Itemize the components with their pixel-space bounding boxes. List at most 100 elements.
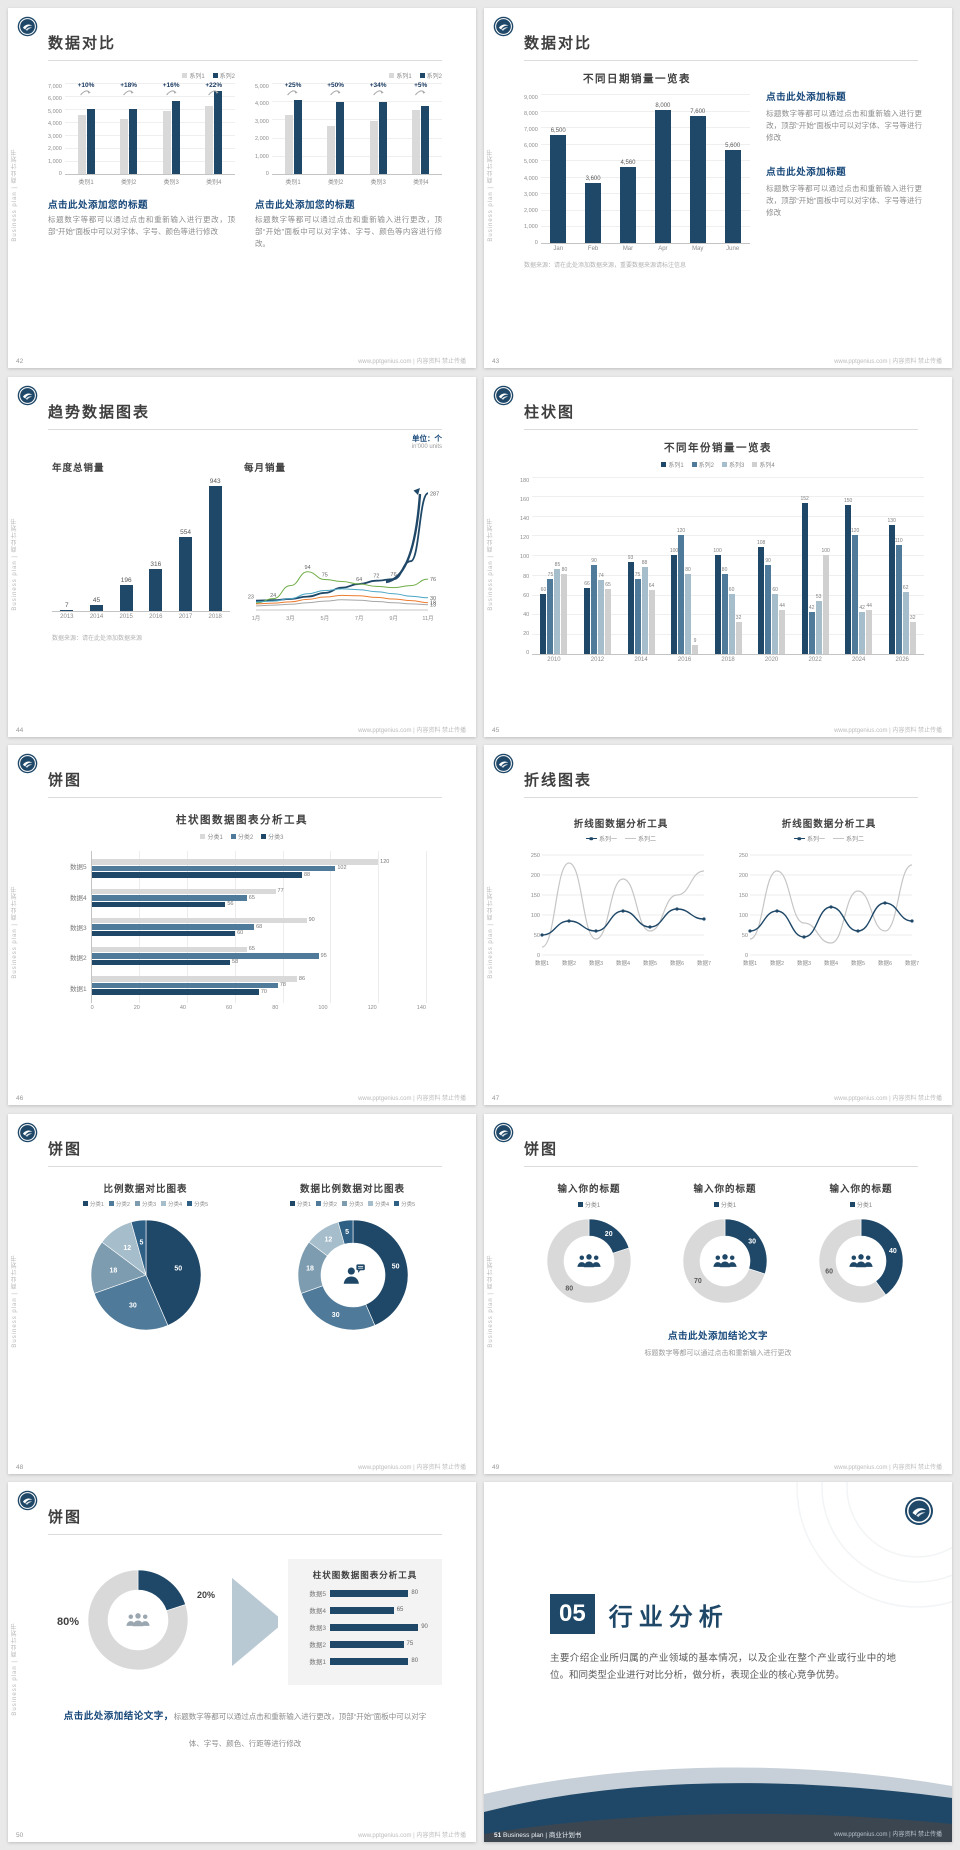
svg-text:20: 20 bbox=[605, 1231, 613, 1238]
text-block: 点击此处添加标题 标题数字等都可以通过点击和重新输入进行更改，顶部“开始”面板中… bbox=[766, 87, 922, 144]
bar-group: 90 68 60 bbox=[91, 917, 426, 937]
grouped-bar-chart: 180 160 140 120 100 80 60 40 20 0 60 75 85 80 66 90 74 65… bbox=[520, 476, 924, 663]
bar: 554 bbox=[179, 529, 193, 611]
legend-item: 系列2 bbox=[212, 71, 235, 80]
section-description: 主要介绍企业所归属的产业领域的基本情况，以及企业在整个产业或行业中的地位。和同类… bbox=[550, 1653, 896, 1682]
panel-title: 柱状图数据图表分析工具 bbox=[312, 1570, 418, 1580]
bar: 32 bbox=[909, 615, 916, 654]
bar-group: +18% bbox=[107, 82, 150, 174]
svg-text:100: 100 bbox=[531, 913, 540, 919]
chart-legend: 分类1 分类2 分类3 分类4 分类5 bbox=[52, 1200, 239, 1208]
svg-text:数据2: 数据2 bbox=[770, 959, 784, 967]
bar: 32 bbox=[735, 615, 742, 654]
category-label: 数据5 bbox=[70, 864, 87, 872]
slide-45[interactable]: Business plan | 商业计划书 柱状图 不同年份销量一览表 系列1 系… bbox=[484, 376, 952, 737]
bar: 80 bbox=[685, 567, 692, 654]
footer-site: www.pptgenius.com | 内容资料 禁止传播 bbox=[834, 359, 942, 365]
sidebar-vertical-text: Business plan | 商业计划书 bbox=[12, 1254, 18, 1348]
page-number: 49 bbox=[492, 1463, 500, 1471]
slide-49[interactable]: Business plan | 商业计划书 饼图 输入你的标题 分类1 20 80… bbox=[484, 1113, 952, 1474]
legend-item: 分类4 bbox=[161, 1200, 182, 1208]
svg-text:数据2: 数据2 bbox=[562, 959, 576, 967]
bar bbox=[330, 1640, 404, 1648]
bar-chart: 7 45 196 316 554 943 2013 2014 2015 2016 2017 2018 bbox=[52, 478, 230, 620]
bar-group: 93 75 88 64 bbox=[619, 477, 663, 654]
chart-title: 折线图数据分析工具 bbox=[781, 819, 877, 830]
legend-item: 系列2 bbox=[691, 460, 714, 469]
chart-panel: 不同日期销量一览表 9,000 8,000 7,000 6,000 5,000 4,000… bbox=[524, 71, 751, 269]
footer-site: www.pptgenius.com | 内容资料 禁止传播 bbox=[358, 1833, 466, 1839]
category-label: 数据3 bbox=[70, 924, 87, 932]
bar-group: +16% bbox=[150, 82, 193, 174]
bar: 150 bbox=[844, 498, 852, 654]
slide-title: 趋势数据图表 bbox=[48, 403, 151, 421]
chart-panel: 系列1 系列2 7,000 6,000 5,000 4,000 3,000 2,000 1,0… bbox=[48, 71, 235, 250]
bar: 100 bbox=[670, 548, 678, 654]
bar-group: 100 80 60 32 bbox=[706, 477, 750, 654]
footer-site: www.pptgenius.com | 内容资料 禁止传播 bbox=[834, 727, 942, 734]
slide-51-section-divider[interactable]: 05 行业分析 主要介绍企业所归属的产业领域的基本情况，以及企业在整个产业或行业… bbox=[484, 1482, 952, 1842]
svg-text:11月: 11月 bbox=[422, 615, 433, 622]
bar bbox=[293, 100, 302, 174]
brand-logo-icon bbox=[904, 1496, 934, 1526]
svg-text:30: 30 bbox=[430, 595, 436, 601]
svg-text:5: 5 bbox=[345, 1229, 349, 1236]
brand-logo-icon bbox=[17, 1490, 38, 1511]
slide-title: 饼图 bbox=[48, 1509, 83, 1526]
page-number: 45 bbox=[492, 726, 500, 734]
svg-text:3月: 3月 bbox=[286, 615, 295, 622]
data-source-note: 数据来源：请在此处添加数据来源 bbox=[52, 635, 143, 642]
page-number: 44 bbox=[16, 726, 24, 734]
brand-logo-icon bbox=[493, 753, 514, 774]
chart-legend: 分类1 分类2 分类3 bbox=[8, 832, 476, 841]
chart-panel: 输入你的标题 分类1 30 70 bbox=[664, 1181, 786, 1312]
bar: 64 bbox=[648, 583, 655, 654]
bar bbox=[412, 109, 421, 174]
bar-row: 数据2 75 bbox=[309, 1640, 414, 1649]
bar: 44 bbox=[779, 603, 786, 654]
bar: 152 bbox=[800, 496, 809, 654]
bar: 7 bbox=[60, 601, 74, 611]
section-number: 05 bbox=[550, 1594, 595, 1634]
bar: 53 bbox=[815, 594, 822, 654]
legend-item: 分类1 bbox=[577, 1200, 600, 1209]
slide-43[interactable]: Business plan | 商业计划书 数据对比 不同日期销量一览表 9,0… bbox=[484, 8, 952, 368]
slide-50[interactable]: Business plan | 商业计划书 饼图 80% 20% 柱状图数据图表… bbox=[8, 1482, 476, 1842]
bar: 74 bbox=[597, 573, 604, 654]
svg-text:250: 250 bbox=[531, 853, 540, 859]
bar: 70 bbox=[91, 989, 267, 995]
bar: 100 bbox=[821, 548, 830, 654]
page-number: 46 bbox=[16, 1095, 24, 1102]
slide-44[interactable]: Business plan | 商业计划书 趋势数据图表 单位：个 in'000… bbox=[8, 376, 476, 737]
bar: 6,500 bbox=[550, 128, 567, 243]
bar-group: +22% bbox=[192, 82, 235, 174]
bar: 60 bbox=[540, 587, 547, 654]
bar: 100 bbox=[713, 548, 722, 654]
bar-row: 数据4 65 bbox=[309, 1606, 404, 1615]
slide-title: 数据对比 bbox=[48, 35, 117, 52]
bar bbox=[120, 118, 129, 174]
bar-row: 数据1 80 bbox=[309, 1657, 419, 1666]
slide-47[interactable]: Business plan | 商业计划书 折线图表 折线图数据分析工具 系列一… bbox=[484, 745, 952, 1105]
bar bbox=[129, 108, 138, 174]
block-headline: 点击此处添加标题 bbox=[766, 167, 847, 178]
svg-text:50: 50 bbox=[742, 933, 748, 939]
svg-text:数据3: 数据3 bbox=[797, 959, 811, 967]
bar-group: 943 bbox=[200, 478, 230, 611]
bar bbox=[327, 126, 336, 174]
slide-42[interactable]: Business plan | 商业计划书 数据对比 系列1 系列2 7,000 6… bbox=[8, 8, 476, 368]
bar: 9 bbox=[692, 638, 699, 654]
slide-48[interactable]: Business plan | 商业计划书 饼图 比例数据对比图表 分类1 分类2… bbox=[8, 1113, 476, 1474]
chart-panel: 年度总销量 7 45 196 316 554 943 2013 2014 2015 2016 201… bbox=[52, 460, 230, 627]
growth-annotation: +22% bbox=[205, 82, 222, 96]
chart-panel: 每月销量 1月 3月 5月 7月 9月 11月 287 23 76 30 18 13 24 64 72 76 9… bbox=[244, 460, 446, 627]
slide-46[interactable]: Business plan | 商业计划书 饼图 柱状图数据图表分析工具 分类1… bbox=[8, 745, 476, 1105]
bar: 65 bbox=[604, 582, 611, 654]
panel-body-text: 标题数字等都可以通过点击和重新输入进行更改，顶部“开始”面板中可以对字体、字号、… bbox=[255, 215, 442, 248]
bar: 80 bbox=[721, 567, 728, 654]
bar: 44 bbox=[866, 603, 873, 654]
sidebar-vertical-text: Business plan | 商业计划书 bbox=[488, 1254, 494, 1348]
bar-group: 7,600 bbox=[680, 94, 715, 243]
bar: 943 bbox=[208, 478, 222, 611]
svg-text:64: 64 bbox=[356, 577, 362, 583]
